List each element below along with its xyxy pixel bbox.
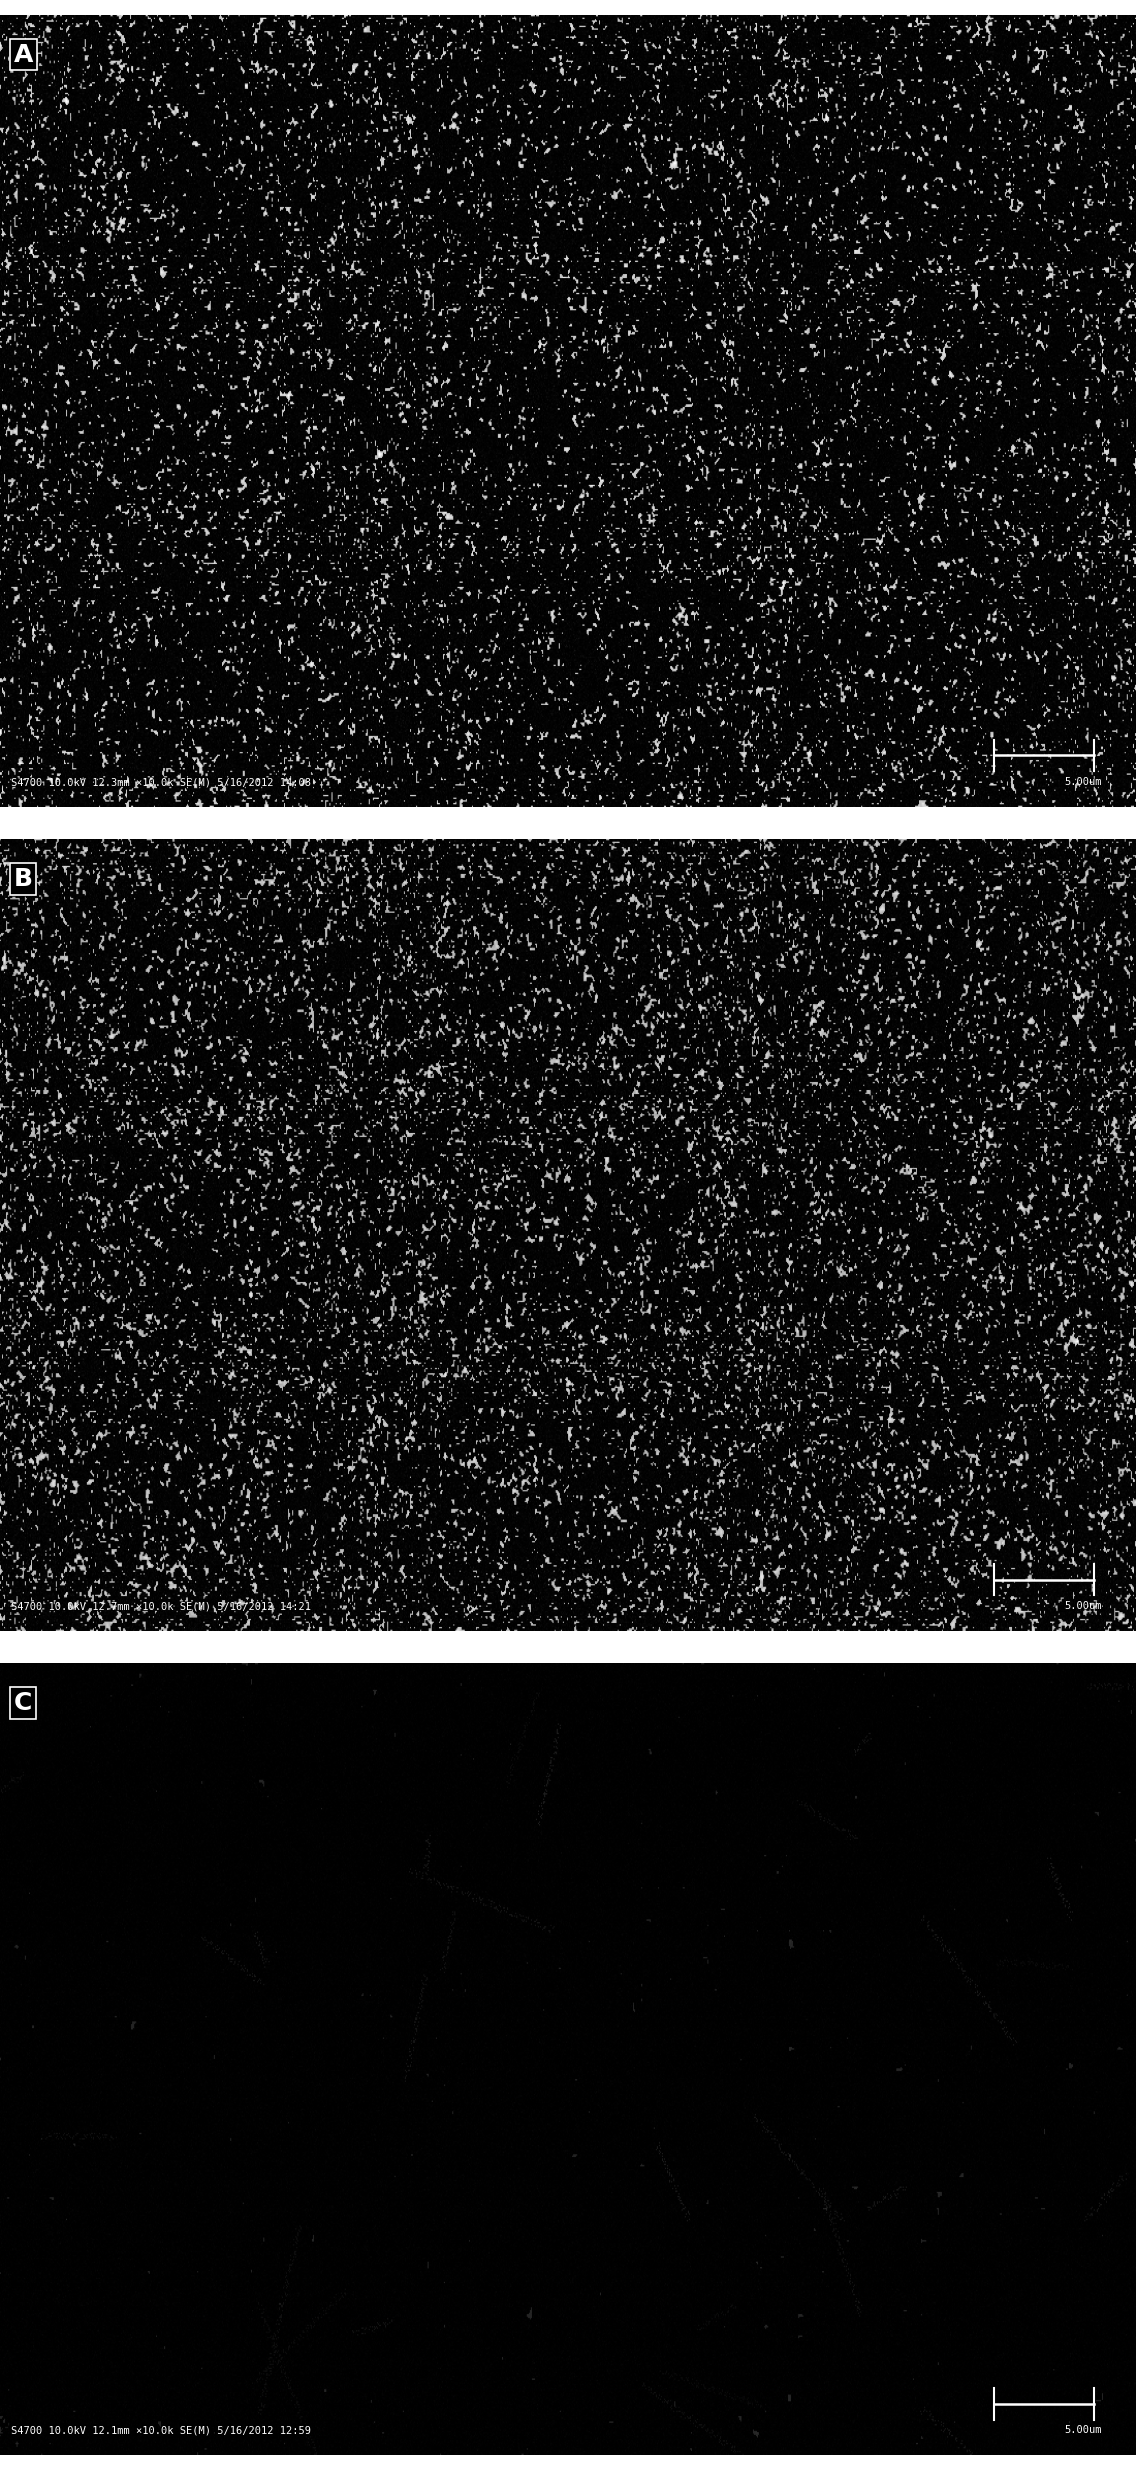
Text: A: A: [14, 42, 33, 67]
Text: C: C: [14, 1691, 32, 1716]
Text: 5.00um: 5.00um: [1064, 1602, 1102, 1612]
Text: B: B: [14, 868, 33, 890]
Text: S4700 10.0kV 12.3mm ×10.0k SE(M) 5/16/2012 14:08: S4700 10.0kV 12.3mm ×10.0k SE(M) 5/16/20…: [11, 776, 311, 786]
Text: 5.00um: 5.00um: [1064, 776, 1102, 786]
Text: 5.00um: 5.00um: [1064, 2425, 1102, 2435]
Text: S4700 10.0kV 12.1mm ×10.0k SE(M) 5/16/2012 12:59: S4700 10.0kV 12.1mm ×10.0k SE(M) 5/16/20…: [11, 2425, 311, 2435]
Text: S4700 10.0kV 12.7mm ×10.0k SE(M) 5/16/2012 14:21: S4700 10.0kV 12.7mm ×10.0k SE(M) 5/16/20…: [11, 1602, 311, 1612]
